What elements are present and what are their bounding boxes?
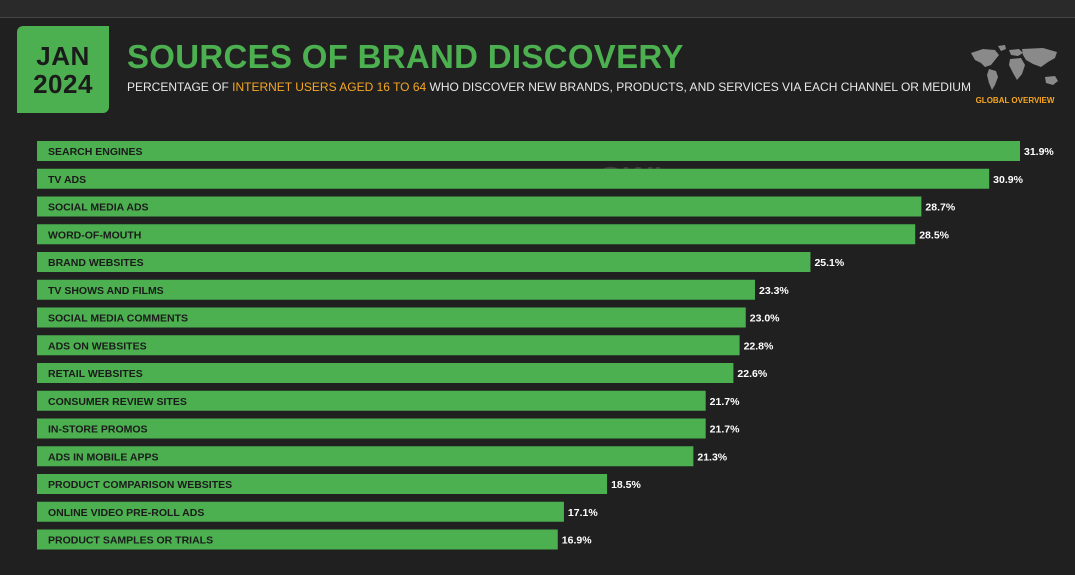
value-label: 31.9%: [1024, 146, 1054, 158]
bar-6: [37, 307, 746, 328]
date-year: 2024: [33, 68, 93, 99]
value-label: 17.1%: [568, 507, 598, 519]
bar-13: [37, 501, 564, 522]
value-label: 28.5%: [919, 229, 949, 241]
value-label: 23.0%: [750, 313, 780, 325]
region-label: GLOBAL OVERVIEW: [975, 96, 1055, 105]
bar-8: [37, 363, 734, 383]
value-label: 28.7%: [925, 202, 955, 214]
bar-14: [37, 529, 558, 550]
subtitle-suffix: WHO DISCOVER NEW BRANDS, PRODUCTS, AND S…: [426, 80, 971, 94]
category-label: ONLINE VIDEO PRE-ROLL ADS: [48, 507, 204, 519]
value-label: 21.7%: [710, 396, 740, 408]
category-label: PRODUCT COMPARISON WEBSITES: [48, 479, 232, 491]
window-top-bar: [0, 0, 1075, 18]
category-label: IN-STORE PROMOS: [48, 424, 148, 436]
category-label: TV SHOWS AND FILMS: [48, 285, 164, 297]
value-label: 21.7%: [710, 424, 740, 436]
page-subtitle: PERCENTAGE OF INTERNET USERS AGED 16 TO …: [127, 80, 971, 94]
category-label: SOCIAL MEDIA ADS: [48, 202, 149, 214]
bar-1: [37, 168, 990, 189]
date-badge: JAN 2024: [17, 26, 109, 113]
category-label: ADS IN MOBILE APPS: [48, 451, 158, 463]
bar-12: [37, 474, 608, 494]
value-label: 22.8%: [744, 340, 774, 352]
bar-4: [37, 252, 811, 272]
value-label: 30.9%: [993, 174, 1023, 186]
value-label: 22.6%: [737, 368, 767, 380]
category-label: ADS ON WEBSITES: [48, 340, 147, 352]
value-label: 18.5%: [611, 479, 641, 491]
category-label: RETAIL WEBSITES: [48, 368, 143, 380]
bar-9: [37, 390, 706, 411]
bar-2: [37, 196, 922, 217]
value-label: 23.3%: [759, 285, 789, 297]
category-label: CONSUMER REVIEW SITES: [48, 396, 187, 408]
category-label: BRAND WEBSITES: [48, 257, 144, 269]
world-map-icon: [971, 45, 1058, 90]
bar-5: [37, 279, 755, 300]
bar-11: [37, 446, 694, 467]
bar-3: [37, 224, 916, 245]
date-month: JAN: [36, 40, 90, 71]
category-label: SOCIAL MEDIA COMMENTS: [48, 313, 188, 325]
value-label: 16.9%: [562, 535, 592, 547]
value-label: 21.3%: [697, 451, 727, 463]
category-label: SEARCH ENGINES: [48, 146, 143, 158]
bar-0: [37, 141, 1020, 161]
value-label: 25.1%: [814, 257, 844, 269]
page-title: SOURCES OF BRAND DISCOVERY: [127, 38, 684, 75]
subtitle-highlight: INTERNET USERS AGED 16 TO 64: [232, 80, 427, 94]
category-label: TV ADS: [48, 174, 86, 186]
subtitle-prefix: PERCENTAGE OF: [127, 80, 233, 94]
category-label: WORD-OF-MOUTH: [48, 229, 141, 241]
bar-7: [37, 335, 740, 356]
bar-10: [37, 418, 706, 439]
category-label: PRODUCT SAMPLES OR TRIALS: [48, 535, 213, 547]
